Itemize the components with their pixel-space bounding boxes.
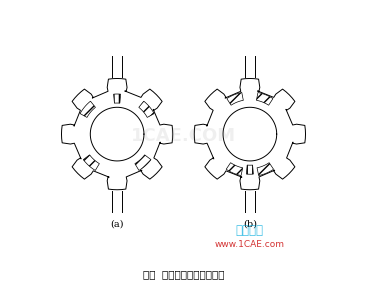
Polygon shape [246, 165, 253, 174]
Polygon shape [139, 101, 154, 118]
Polygon shape [227, 92, 243, 105]
Polygon shape [83, 155, 99, 170]
Polygon shape [114, 94, 121, 103]
Text: 仿真在线: 仿真在线 [236, 224, 264, 237]
Text: (a): (a) [110, 219, 124, 228]
Polygon shape [135, 155, 151, 170]
Text: 图二  磁极下覆盖槽数的影响: 图二 磁极下覆盖槽数的影响 [143, 270, 224, 279]
Text: www.1CAE.com: www.1CAE.com [215, 240, 285, 249]
Polygon shape [257, 92, 273, 105]
Polygon shape [257, 163, 273, 176]
Text: 1CAE.COM: 1CAE.COM [131, 126, 236, 145]
Polygon shape [226, 163, 243, 176]
Text: (b): (b) [243, 219, 257, 228]
Polygon shape [80, 101, 95, 118]
